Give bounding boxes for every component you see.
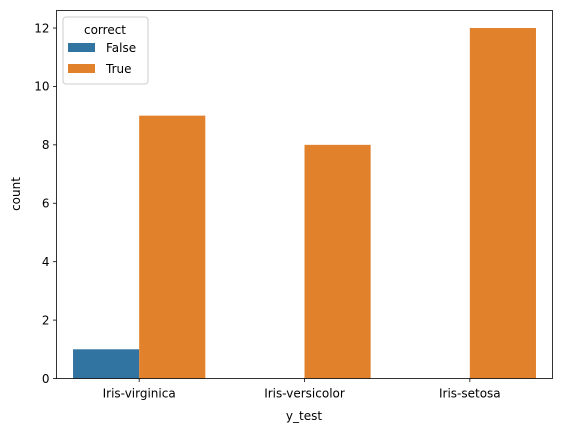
x-axis-label: y_test [286, 409, 322, 423]
y-tick-label: 6 [42, 197, 50, 211]
x-tick-label: Iris-versicolor [264, 387, 345, 401]
y-tick-label: 8 [42, 138, 50, 152]
legend-swatch-true [68, 64, 95, 73]
legend-swatch-false [68, 43, 95, 52]
y-axis-label: count [9, 177, 23, 211]
x-tick-label: Iris-virginica [103, 387, 176, 401]
bar-false-iris-virginica [73, 349, 140, 379]
y-tick-label: 10 [34, 80, 49, 94]
y-axis: 0 2 4 6 8 10 12 [34, 21, 57, 386]
bar-true-iris-virginica [139, 115, 206, 379]
bar-true-iris-versicolor [304, 144, 371, 379]
y-tick-label: 12 [34, 21, 49, 35]
legend: correct False True [62, 16, 149, 85]
plot-frame [56, 10, 553, 379]
legend-title: correct [84, 23, 126, 37]
x-tick-label: Iris-setosa [439, 387, 501, 401]
y-tick-label: 4 [42, 255, 50, 269]
bars-layer [73, 28, 536, 379]
x-axis: Iris-virginica Iris-versicolor Iris-setosa [103, 378, 501, 401]
legend-label-true: True [105, 62, 132, 76]
bar-true-iris-setosa [469, 28, 536, 379]
y-tick-label: 0 [42, 372, 50, 386]
y-tick-label: 2 [42, 313, 50, 327]
legend-label-false: False [106, 41, 136, 55]
